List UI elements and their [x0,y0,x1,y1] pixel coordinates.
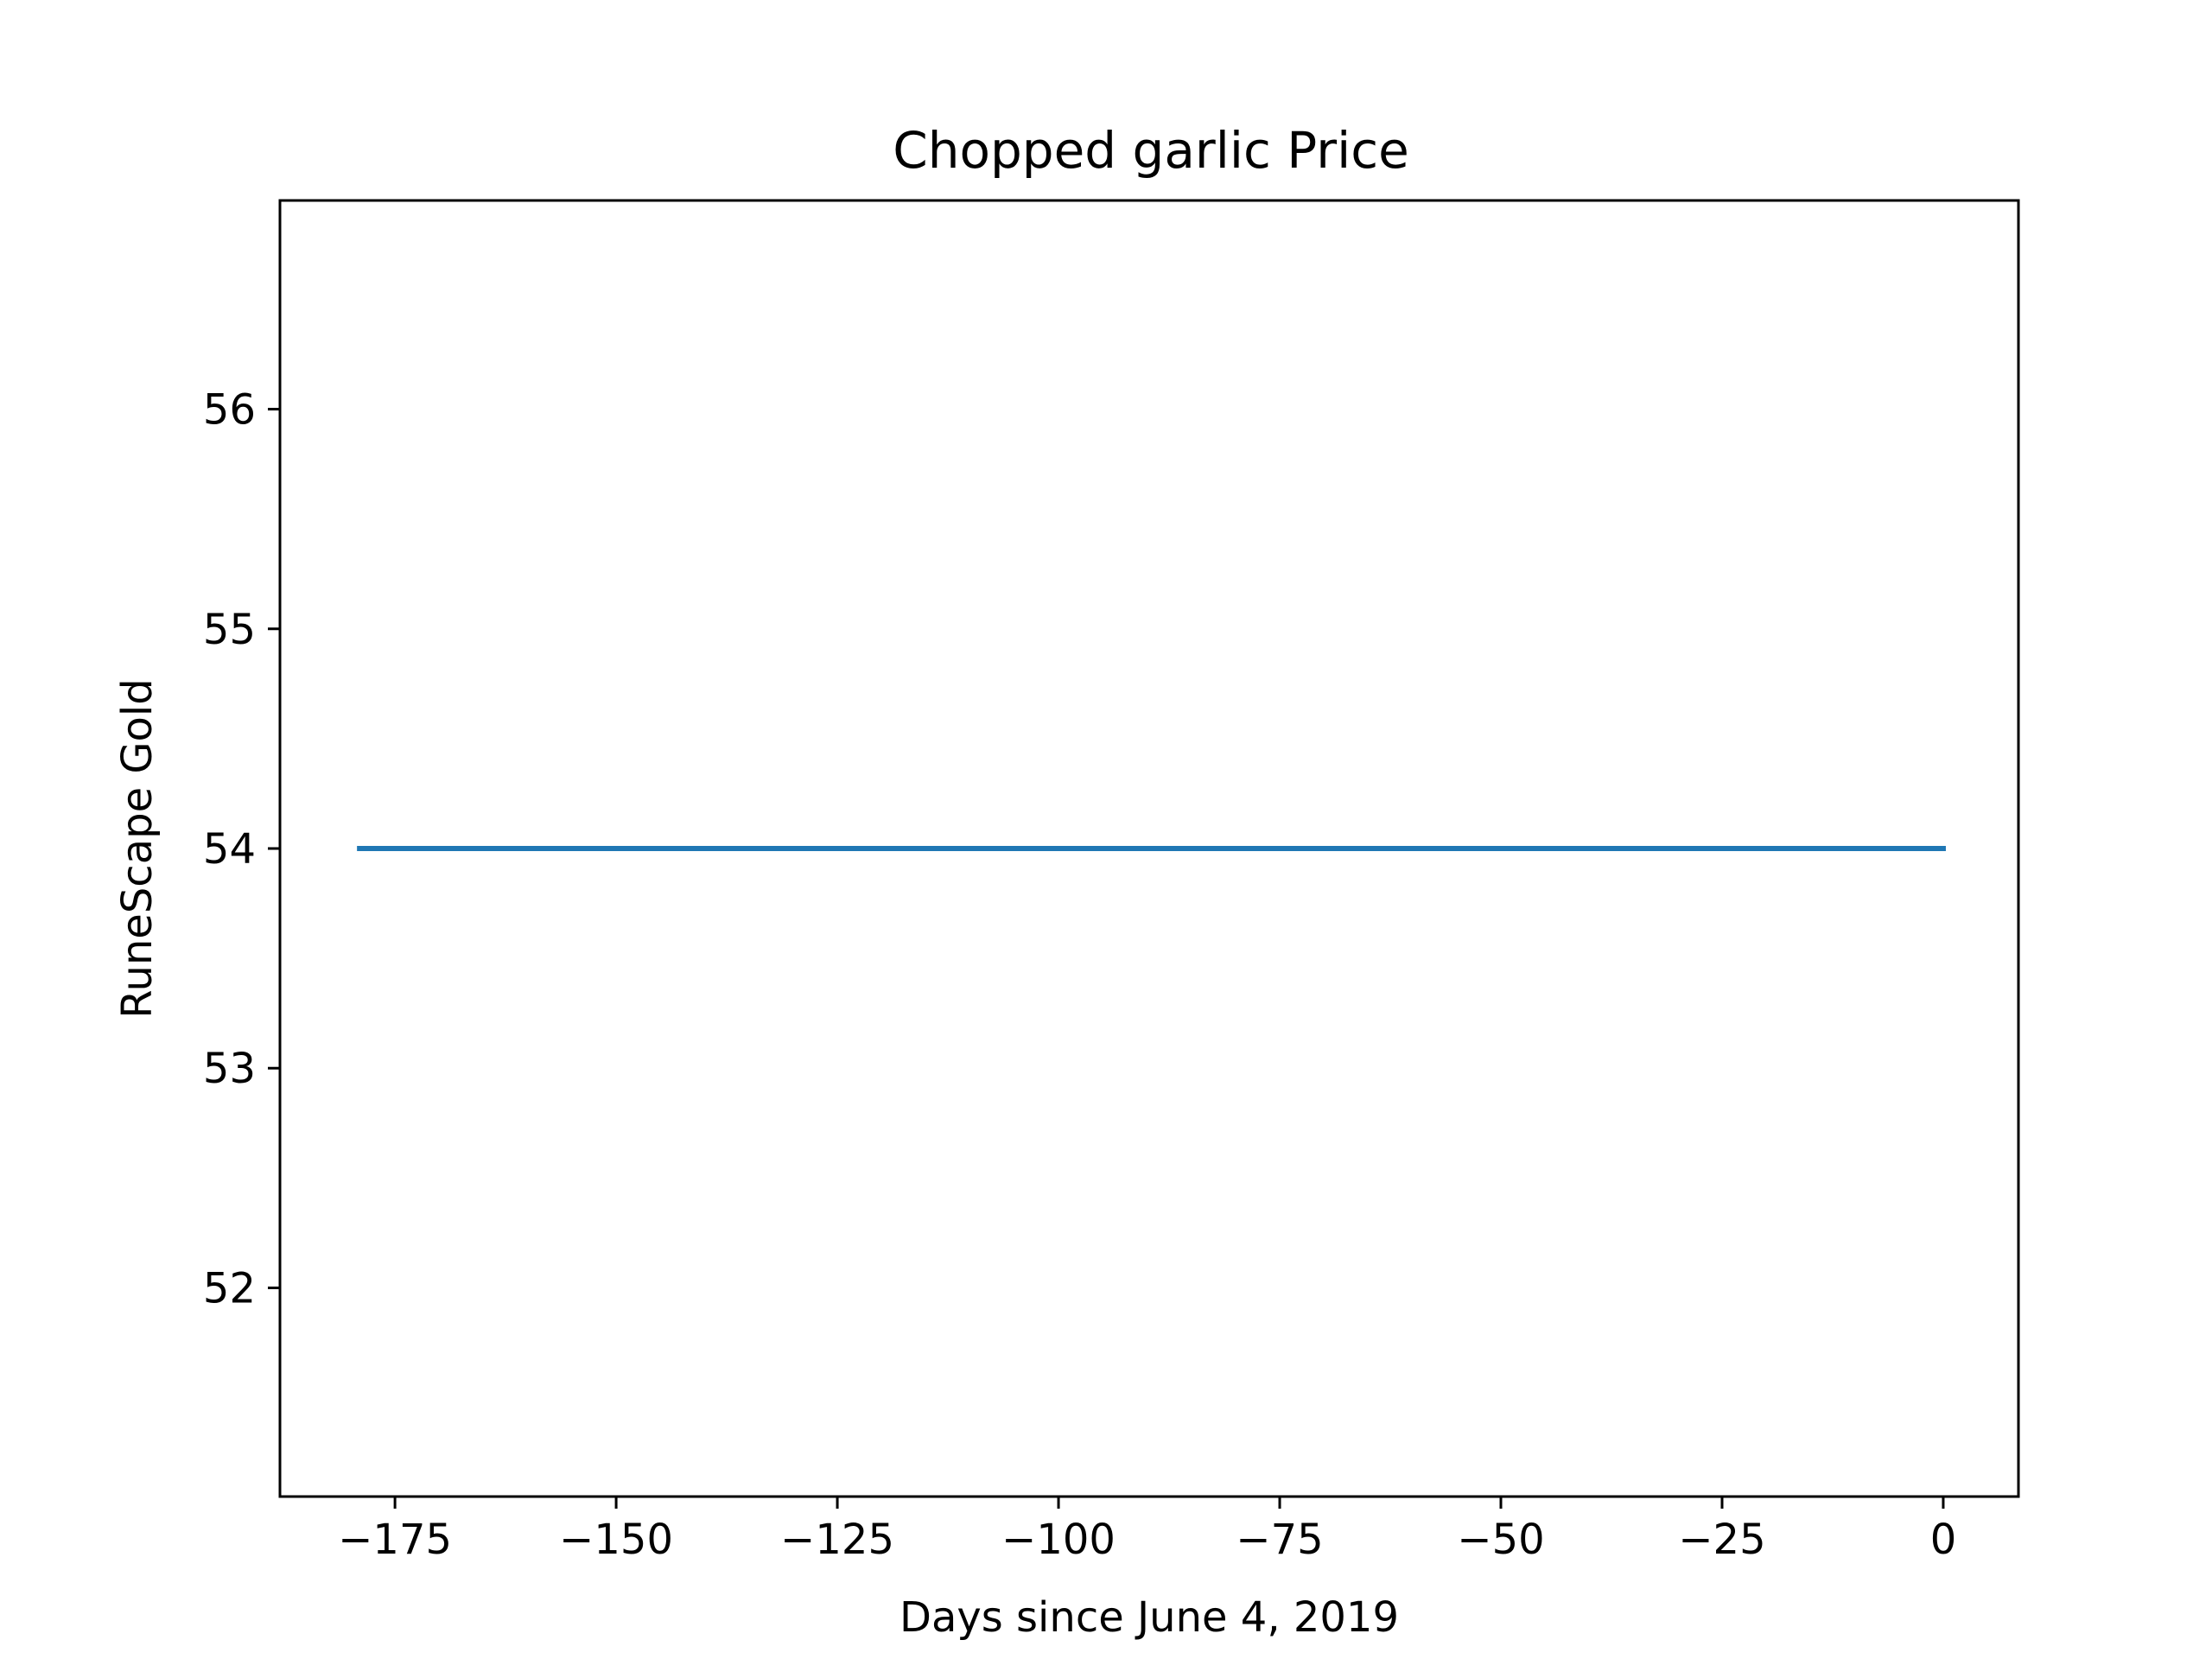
x-tick-label: −25 [1678,1516,1765,1564]
y-axis-title: RuneScape Gold [113,678,162,1018]
x-tick-label: −175 [338,1516,452,1564]
x-axis: −175 −150 −125 −100 −75 −50 −25 0 [338,1497,1956,1564]
chart-title: Chopped garlic Price [893,121,1409,180]
x-tick-label: −50 [1457,1516,1544,1564]
plot-area [278,199,2020,1498]
y-tick-label: 56 [203,386,256,435]
x-tick-label: −75 [1236,1516,1323,1564]
x-tick-label: 0 [1930,1516,1957,1564]
y-tick-label: 53 [203,1045,256,1093]
x-tick-label: −100 [1001,1516,1116,1564]
y-axis: 52 53 54 55 56 [203,386,280,1313]
x-tick-label: −125 [780,1516,894,1564]
y-tick-label: 55 [203,606,256,654]
x-axis-title: Days since June 4, 2019 [899,1593,1399,1642]
y-tick-label: 52 [203,1264,256,1313]
x-tick-label: −150 [559,1516,673,1564]
y-tick-label: 54 [203,825,256,874]
